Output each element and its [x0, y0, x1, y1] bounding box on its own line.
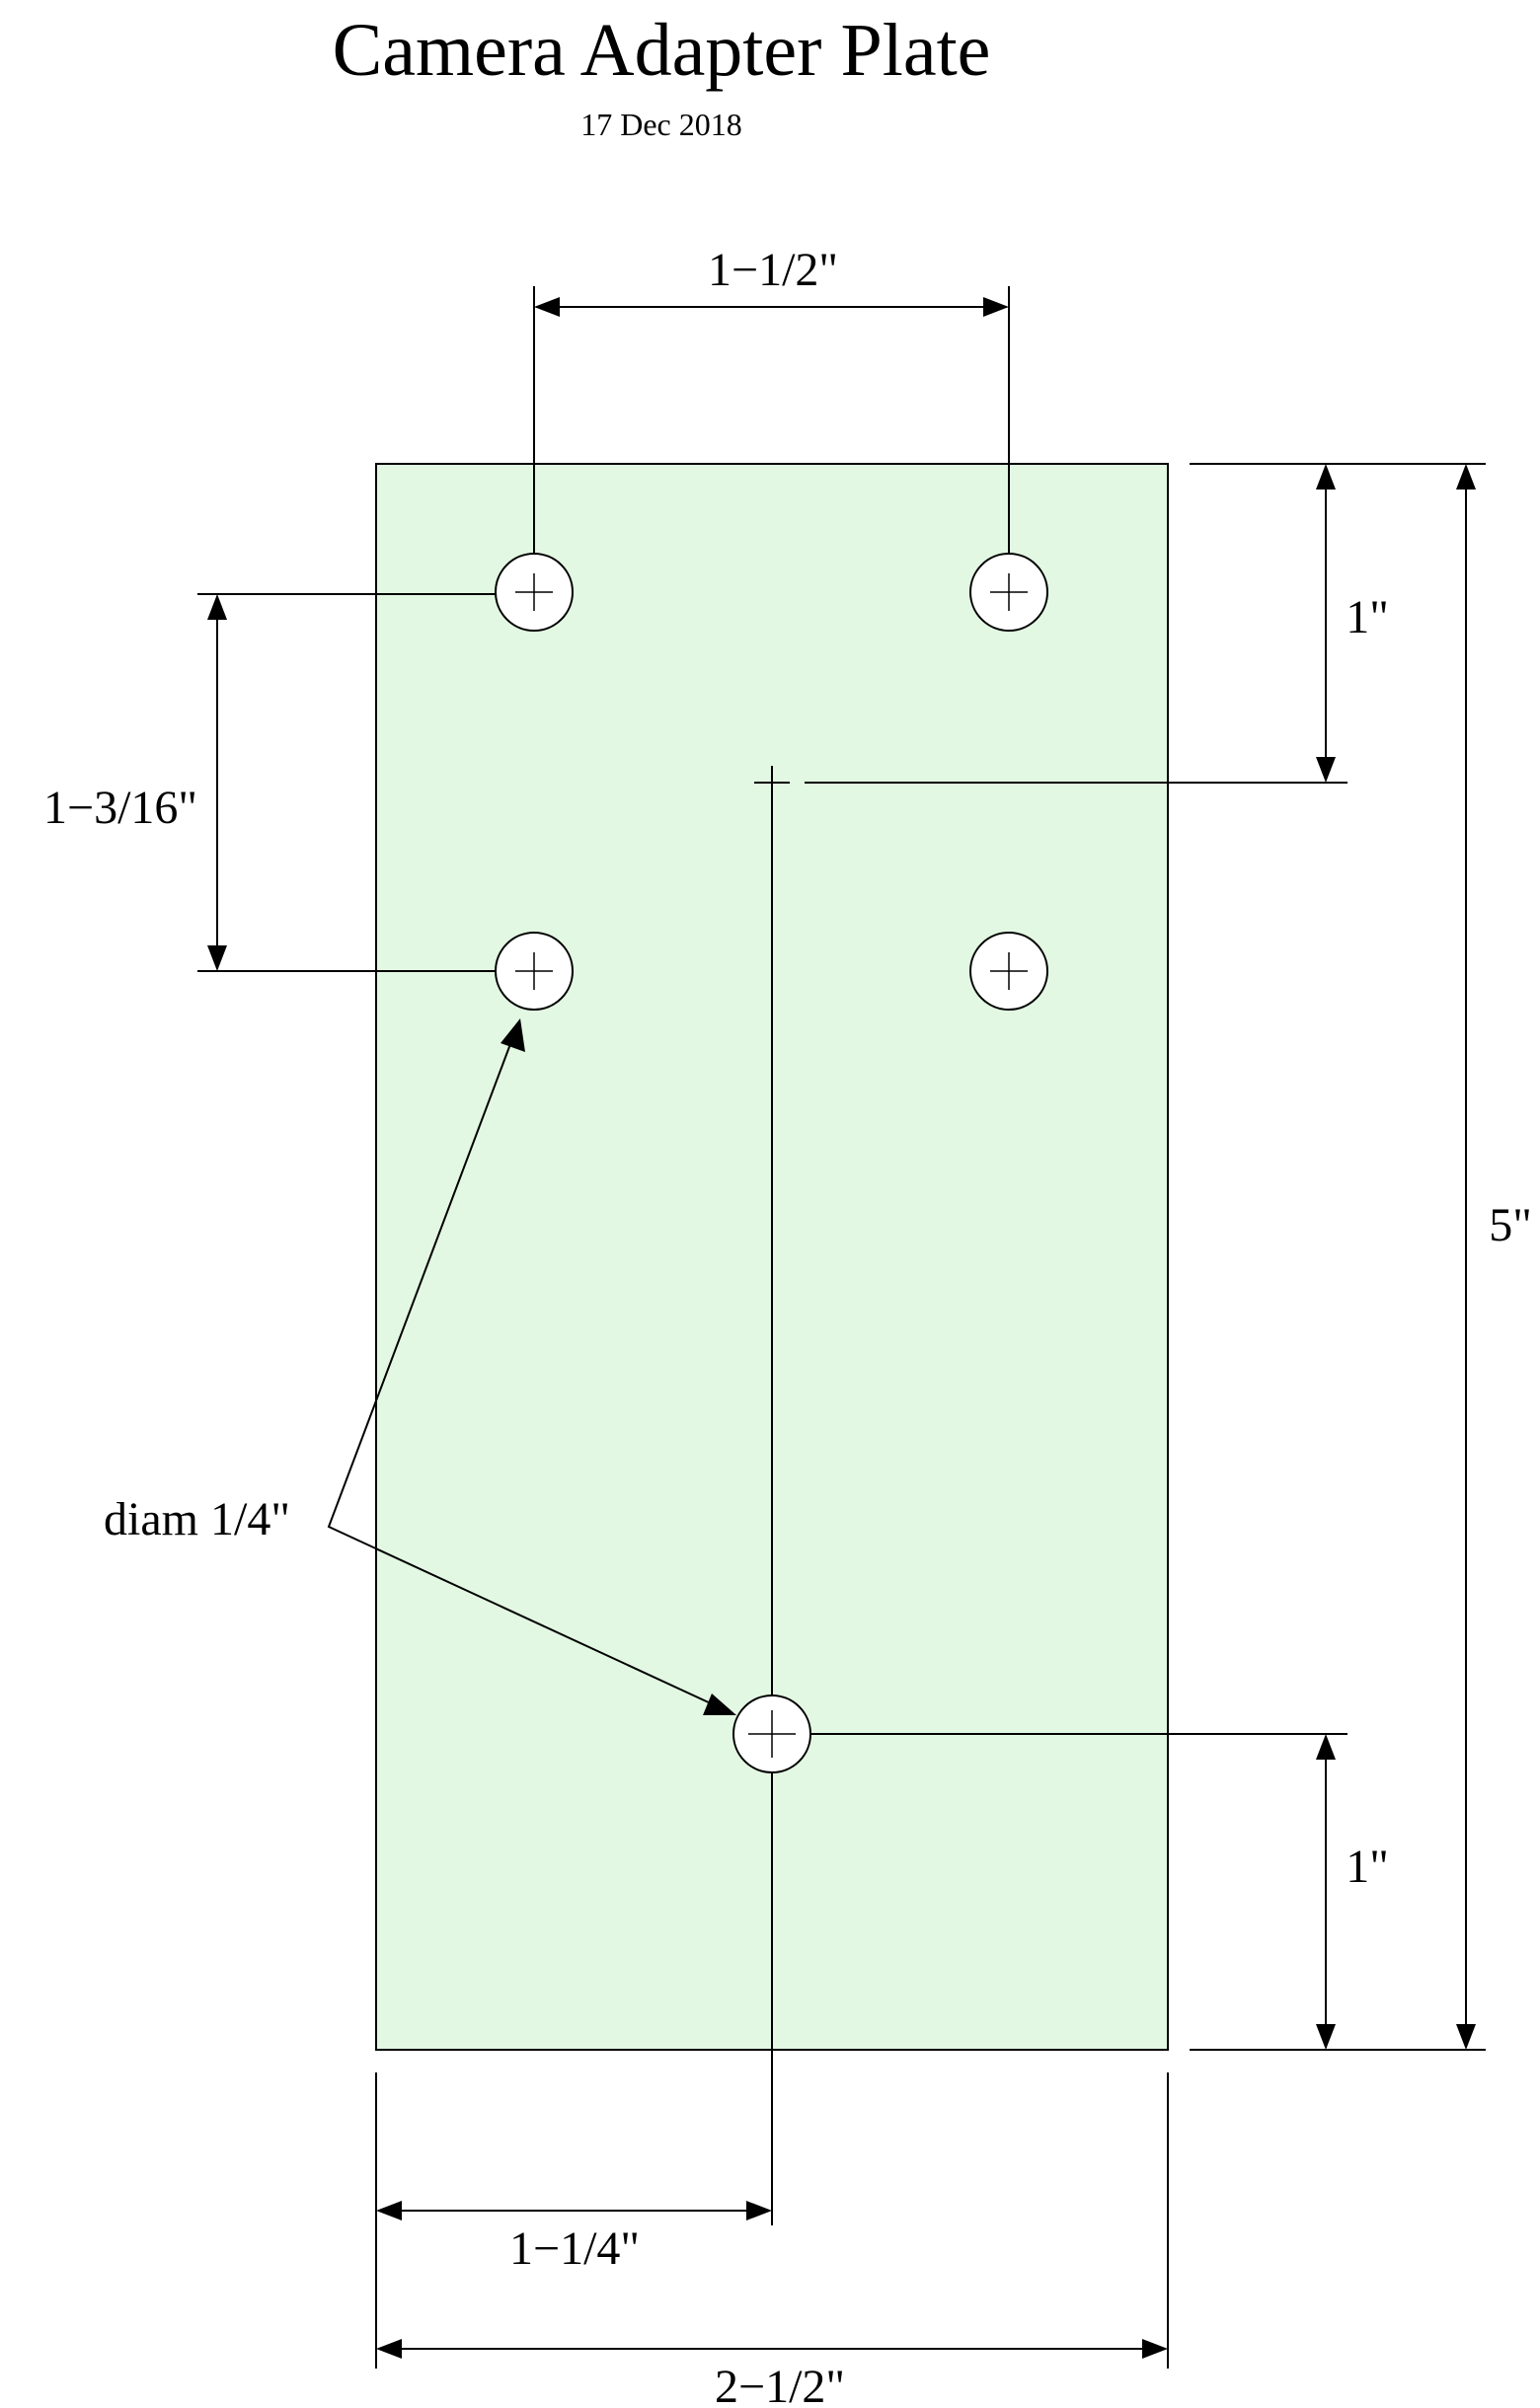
- dimension-overall-width: 2−1/2": [376, 2339, 1168, 2408]
- label-hole-diameter: diam 1/4": [104, 1493, 290, 1545]
- label-top-hole-spacing: 1−1/2": [708, 244, 838, 296]
- label-bottom-offset: 1": [1346, 1841, 1389, 1893]
- center-mark: [754, 766, 790, 799]
- label-center-offset: 1−1/4": [509, 2222, 640, 2275]
- drawing-date: 17 Dec 2018: [580, 107, 742, 142]
- label-overall-height: 5": [1489, 1199, 1532, 1251]
- dimension-top-offset: 1": [1316, 464, 1389, 783]
- drawing-title: Camera Adapter Plate: [332, 9, 991, 92]
- label-vertical-hole-spacing: 1−3/16": [43, 782, 197, 834]
- dimension-top-hole-spacing: 1−1/2": [534, 244, 1009, 317]
- hole-top-left: [495, 553, 574, 632]
- label-top-offset: 1": [1346, 591, 1389, 643]
- hole-middle-left: [495, 932, 574, 1011]
- dimension-overall-height: 5": [1456, 464, 1532, 2050]
- dimension-bottom-offset: 1": [1316, 1734, 1389, 2050]
- hole-top-right: [969, 553, 1048, 632]
- label-overall-width: 2−1/2": [715, 2361, 845, 2408]
- hole-middle-right: [969, 932, 1048, 1011]
- hole-bottom-center: [732, 1694, 811, 1773]
- callout-hole-diameter: diam 1/4": [104, 1018, 736, 1715]
- dimension-vertical-hole-spacing: 1−3/16": [43, 594, 227, 971]
- dimension-center-offset: 1−1/4": [376, 2201, 772, 2275]
